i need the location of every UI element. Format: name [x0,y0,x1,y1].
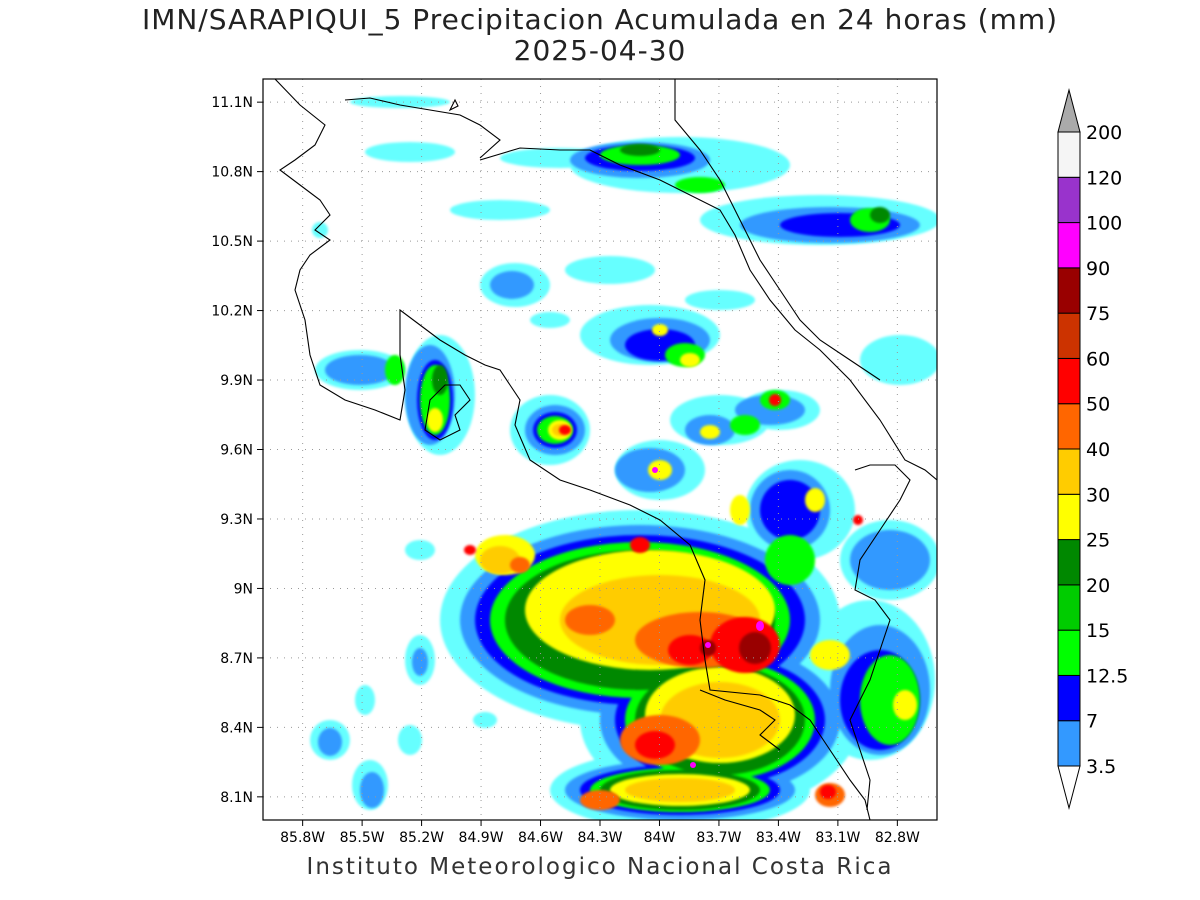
x-axis: 85.8W 85.5W 85.2W 84.9W 84.6W 84.3W 84W 83.7W 83… [280,820,920,846]
colorbar-swatch [1057,357,1081,405]
colorbar-label: 120 [1086,167,1122,189]
x-tick-label: 84.9W [459,830,504,846]
colorbar-label: 200 [1086,122,1122,144]
colorbar-label: 50 [1086,394,1110,416]
colorbar-swatch [1057,312,1081,359]
x-tick-label: 83.7W [696,830,741,846]
colorbar-swatch [1057,539,1081,586]
y-tick-label: 9.6N [220,443,253,459]
x-tick-label: 82.8W [875,830,920,846]
colorbar-top-arrow [1057,88,1081,133]
x-tick-label: 83.1W [815,830,860,846]
colorbar-label: 20 [1086,575,1110,597]
map-title: IMN/SARAPIQUI_5 Precipitacion Acumulada … [141,3,1059,36]
map-date: 2025-04-30 [513,34,687,67]
x-tick-label: 85.5W [340,830,385,846]
colorbar-swatch [1057,176,1081,224]
colorbar-swatch [1057,267,1081,314]
colorbar-bottom-arrow [1057,765,1081,810]
footer-credit: Instituto Meteorologico Nacional Costa R… [306,854,894,880]
grid-lines [263,79,937,820]
y-tick-label: 10.5N [211,234,253,250]
colorbar-label: 3.5 [1086,756,1116,778]
colorbar-swatch [1057,222,1081,269]
colorbar-label: 30 [1086,484,1110,506]
colorbar-swatch [1057,674,1081,722]
y-axis: 8.1N 8.4N 8.7N 9N 9.3N 9.6N 9.9N 10.2N 10.5N 10.8… [211,95,263,806]
colorbar-swatch [1057,131,1081,178]
x-tick-label: 83.4W [756,830,801,846]
colorbar-label: 75 [1086,303,1110,325]
y-tick-label: 9.9N [220,373,253,389]
y-tick-label: 9.3N [220,512,253,528]
colorbar-swatch [1057,493,1081,541]
colorbar-swatch [1057,584,1081,631]
x-tick-label: 85.8W [280,830,325,846]
y-tick-label: 10.8N [211,165,253,181]
colorbar-label: 40 [1086,439,1110,461]
colorbar-swatch [1057,720,1081,767]
colorbar-label: 7 [1086,711,1098,733]
y-tick-label: 11.1N [211,95,253,111]
y-tick-label: 10.2N [211,304,253,320]
colorbar-label: 90 [1086,258,1110,280]
y-tick-label: 8.7N [220,651,253,667]
colorbar-label: 12.5 [1086,665,1128,687]
x-tick-label: 84W [644,830,676,846]
x-tick-label: 85.2W [399,830,444,846]
y-tick-label: 8.4N [220,720,253,736]
colorbar: 3.5 7 12.5 15 20 25 30 40 50 60 75 90 100 120 200 [1057,88,1128,810]
colorbar-label: 60 [1086,348,1110,370]
colorbar-label: 100 [1086,213,1122,235]
colorbar-swatch [1057,403,1081,450]
x-tick-label: 84.3W [577,830,622,846]
y-tick-label: 9N [234,581,253,597]
precipitation-field [263,79,937,820]
colorbar-swatch [1057,629,1081,676]
coastline [274,79,937,820]
colorbar-label: 25 [1086,530,1110,552]
colorbar-swatch [1057,448,1081,495]
x-tick-label: 84.6W [518,830,563,846]
y-tick-label: 8.1N [220,790,253,806]
colorbar-label: 15 [1086,620,1110,642]
